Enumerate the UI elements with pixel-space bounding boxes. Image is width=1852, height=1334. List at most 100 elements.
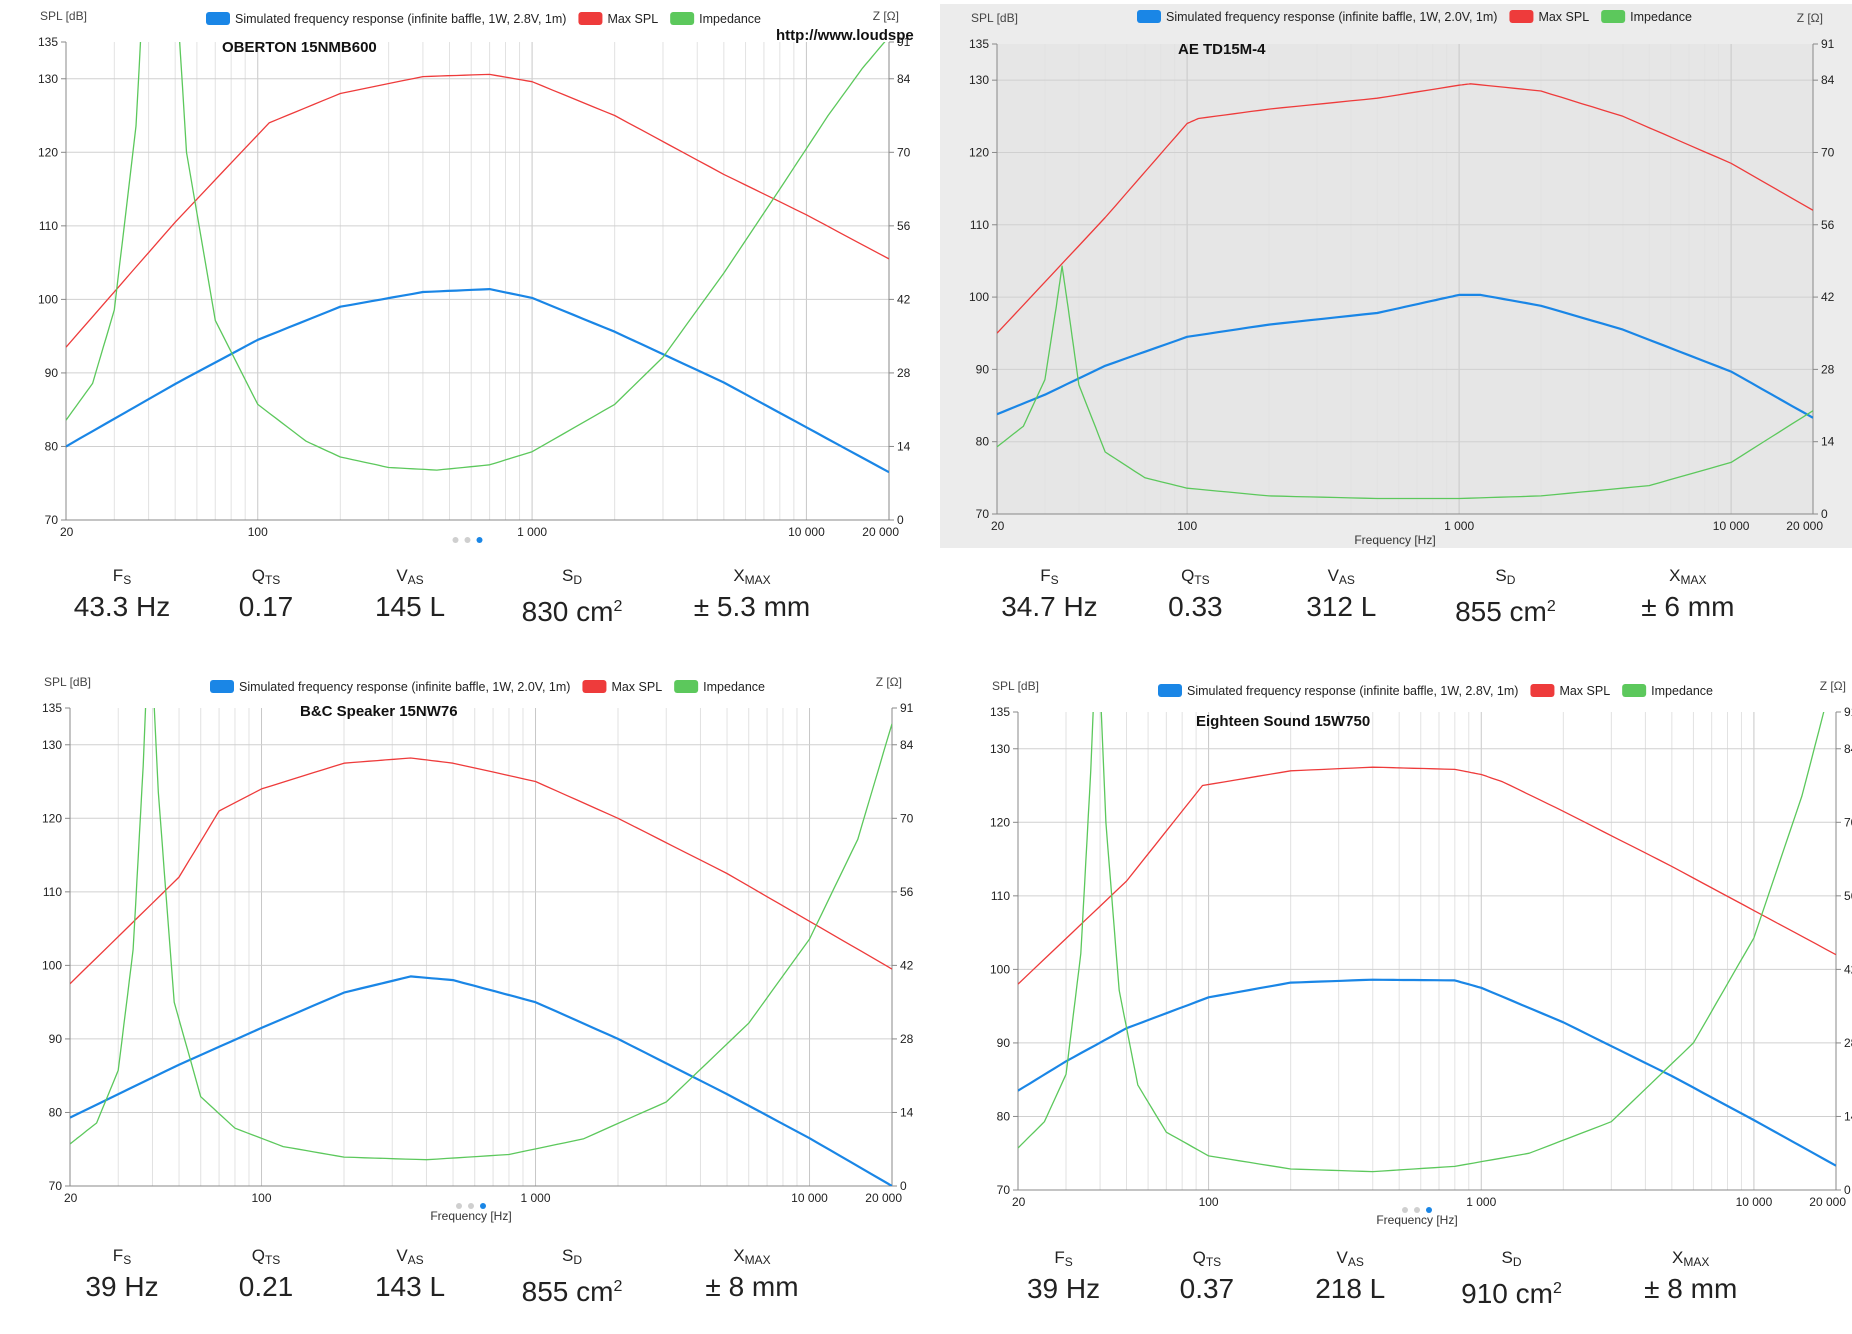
- sd-spec: SD 910 cm2: [1427, 1248, 1597, 1311]
- pager-dot[interactable]: [468, 1203, 474, 1209]
- pager-dot-active[interactable]: [1426, 1207, 1432, 1213]
- specs-row-ae: FS 34.7 Hz QTS 0.33 VAS 312 L SD 855 cm2 XMAX ± 6…: [940, 566, 1852, 652]
- legend-impedance-swatch[interactable]: [1622, 684, 1647, 697]
- xmax-spec: XMAX ± 8 mm: [1606, 1248, 1776, 1306]
- grid: [996, 44, 1814, 514]
- z-tick-label: 56: [1821, 218, 1835, 232]
- legend-response-swatch[interactable]: [206, 12, 230, 25]
- qts-spec: QTS 0.33: [1110, 566, 1280, 624]
- legend-impedance-label[interactable]: Impedance: [1651, 684, 1713, 698]
- legend-response-swatch[interactable]: [1137, 10, 1161, 23]
- z-tick-label: 0: [1844, 1183, 1851, 1197]
- z-tick-label: 14: [897, 439, 911, 453]
- legend-maxspl-swatch[interactable]: [1530, 684, 1555, 697]
- y-tick-label: 135: [990, 705, 1010, 719]
- x-tick-label: 1 000: [517, 525, 547, 539]
- sd-spec-subscript: D: [573, 1253, 582, 1267]
- legend-impedance-label[interactable]: Impedance: [1630, 10, 1692, 24]
- vas-spec-value: 143 L: [325, 1270, 495, 1304]
- z-tick-label: 56: [900, 885, 914, 899]
- vas-spec-name: VAS: [1265, 1248, 1435, 1272]
- xmax-spec-subscript: MAX: [1683, 1255, 1710, 1269]
- y-axis-title: SPL [dB]: [971, 11, 1018, 25]
- x-tick-label: 1 000: [1444, 519, 1474, 533]
- z-tick-label: 56: [1844, 889, 1852, 903]
- legend-response-label[interactable]: Simulated frequency response (infinite b…: [235, 12, 566, 26]
- vas-spec-name: VAS: [1256, 566, 1426, 590]
- pager-dot[interactable]: [452, 537, 459, 543]
- sd-spec-subscript: D: [1506, 573, 1516, 587]
- legend-response-swatch[interactable]: [1158, 684, 1182, 697]
- qts-spec-subscript: TS: [264, 1253, 281, 1267]
- legend-response-label[interactable]: Simulated frequency response (infinite b…: [239, 680, 570, 694]
- pager-dot-active[interactable]: [480, 1203, 486, 1209]
- x-tick-label: 100: [252, 1191, 272, 1205]
- legend-maxspl-label[interactable]: Max SPL: [1538, 10, 1589, 24]
- sd-spec-value-text: 910 cm: [1461, 1278, 1553, 1309]
- vas-spec-value-text: 145 L: [374, 591, 446, 622]
- pager-dot[interactable]: [1414, 1207, 1420, 1213]
- pager-dot[interactable]: [1402, 1207, 1408, 1213]
- x-tick-label: 10 000: [788, 525, 825, 539]
- sd-spec-subscript: D: [573, 573, 582, 587]
- plot-background: [997, 44, 1813, 514]
- qts-spec-value-text: 0.21: [238, 1271, 294, 1302]
- chart-model-title: OBERTON 15NMB600: [222, 39, 377, 56]
- series-response: [1018, 978, 1836, 1167]
- x-tick-label: 20: [991, 519, 1005, 533]
- chart-eighteen: 70 80 90 100 110 120 130 135 0 14 28 42 56 70 84 91 20 10…: [990, 679, 1852, 1227]
- y-tick-label: 100: [38, 292, 58, 306]
- y-tick-label: 130: [38, 72, 58, 86]
- series-response: [70, 975, 892, 1186]
- fs-spec-subscript: S: [123, 1253, 132, 1267]
- pager-dot[interactable]: [456, 1203, 462, 1209]
- sd-unit-exponent: 2: [1552, 1280, 1562, 1297]
- legend-impedance-swatch[interactable]: [670, 12, 695, 25]
- vas-spec-value: 218 L: [1265, 1272, 1435, 1306]
- qts-spec-symbol: Q: [1181, 566, 1195, 585]
- legend-maxspl-swatch[interactable]: [1509, 10, 1534, 23]
- z-tick-label: 28: [1844, 1036, 1852, 1050]
- qts-spec-symbol: Q: [251, 1246, 265, 1265]
- qts-spec-subscript: TS: [1194, 573, 1210, 587]
- y-tick-label: 110: [43, 885, 62, 899]
- fs-spec-value-text: 34.7 Hz: [1001, 591, 1098, 622]
- legend-maxspl-label[interactable]: Max SPL: [1559, 684, 1610, 698]
- pager-dot-active[interactable]: [476, 537, 483, 543]
- legend-response-swatch[interactable]: [210, 680, 234, 693]
- z-tick-label: 84: [1821, 73, 1835, 87]
- fs-spec: FS 34.7 Hz: [964, 566, 1134, 624]
- fs-spec-value-text: 39 Hz: [85, 1271, 159, 1302]
- series-group: [997, 83, 1813, 500]
- sd-spec-value: 830 cm2: [487, 590, 657, 629]
- legend-maxspl-swatch[interactable]: [578, 12, 603, 25]
- y-tick-label: 90: [45, 366, 59, 380]
- vas-spec-symbol: V: [1336, 1248, 1348, 1267]
- y-axis-title: SPL [dB]: [992, 679, 1039, 693]
- x-tick-label: 20: [64, 1191, 78, 1205]
- y-tick-label: 120: [990, 815, 1010, 829]
- legend-impedance-label[interactable]: Impedance: [699, 12, 761, 26]
- legend-impedance-swatch[interactable]: [1601, 10, 1626, 23]
- legend-maxspl-label[interactable]: Max SPL: [607, 12, 658, 26]
- legend-maxspl-label[interactable]: Max SPL: [611, 680, 662, 694]
- legend-response-label[interactable]: Simulated frequency response (infinite b…: [1166, 10, 1497, 24]
- legend-impedance-swatch[interactable]: [674, 680, 699, 693]
- chart-bc: 70 80 90 100 110 120 130 135 0 14 28 42 56 70 84 91 20 10…: [42, 675, 914, 1223]
- y-tick-label: 130: [969, 73, 989, 87]
- vas-spec-value: 145 L: [325, 590, 495, 624]
- sd-spec-symbol: S: [1501, 1248, 1513, 1267]
- y-tick-label: 80: [976, 435, 990, 449]
- y-tick-label: 90: [49, 1032, 63, 1046]
- y-tick-label: 135: [969, 37, 989, 51]
- z-tick-label: 70: [1821, 145, 1835, 159]
- legend-impedance-label[interactable]: Impedance: [703, 680, 765, 694]
- series-maxspl: [997, 83, 1813, 334]
- series-group: [66, 42, 889, 474]
- fs-spec-symbol: F: [112, 1246, 124, 1265]
- legend-maxspl-swatch[interactable]: [582, 680, 607, 693]
- fs-spec: FS 39 Hz: [979, 1248, 1149, 1306]
- pager-dot[interactable]: [464, 537, 471, 543]
- qts-spec: QTS 0.37: [1122, 1248, 1292, 1306]
- legend-response-label[interactable]: Simulated frequency response (infinite b…: [1187, 684, 1518, 698]
